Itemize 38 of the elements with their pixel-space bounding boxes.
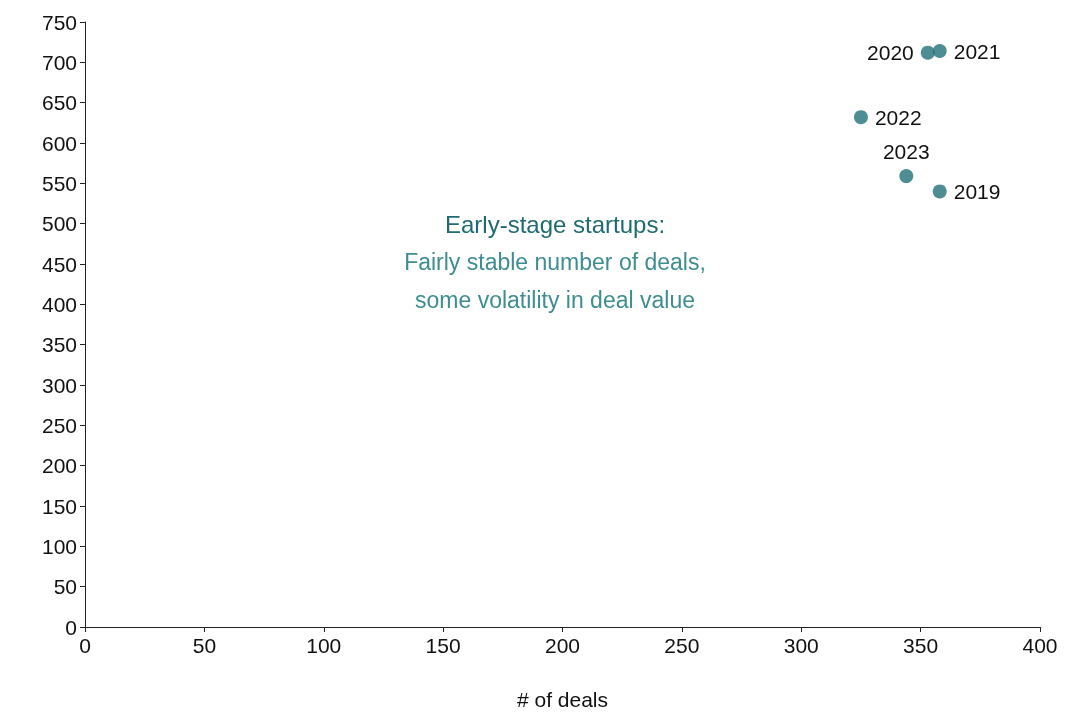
x-tick-label: 350 xyxy=(903,634,939,657)
x-tick-label: 0 xyxy=(79,634,91,657)
y-tick-label: 650 xyxy=(41,91,77,115)
y-tick-label: 0 xyxy=(65,615,77,639)
y-tick-label: 100 xyxy=(41,534,77,558)
y-tick-label: 700 xyxy=(41,50,77,74)
y-tick-label: 250 xyxy=(41,413,77,437)
annotation: 2019 xyxy=(953,179,1001,203)
annotation: 2020 xyxy=(867,41,914,65)
y-tick-label: 550 xyxy=(41,171,77,195)
x-tick-label: 200 xyxy=(544,634,581,657)
x-tick-label: 150 xyxy=(425,634,461,657)
point xyxy=(932,44,947,59)
y-tick-label: 300 xyxy=(41,373,77,397)
annotation: 2022 xyxy=(874,105,922,129)
y-tick-label: 500 xyxy=(41,212,77,236)
point xyxy=(932,184,947,199)
y-tick-label: 200 xyxy=(41,454,77,478)
x-tick-label: 50 xyxy=(192,634,217,657)
annotation: Early-stage startups: xyxy=(444,210,666,238)
annotation: Fairly stable number of deals, some volatility in deal value xyxy=(404,249,706,313)
point xyxy=(899,169,914,184)
y-tick-label: 600 xyxy=(41,131,77,155)
x-axis-title: # of deals xyxy=(516,688,609,711)
x-tick-label: 300 xyxy=(783,634,819,657)
annotation: 2021 xyxy=(953,39,1001,63)
y-tick-label: 50 xyxy=(53,575,77,599)
y-tick-label: 350 xyxy=(41,333,77,357)
point xyxy=(853,110,868,125)
y-tick-label: 450 xyxy=(41,252,77,276)
x-tick-label: 400 xyxy=(1022,634,1058,657)
annotation: 2023 xyxy=(882,140,930,164)
y-tick-label: 150 xyxy=(41,494,77,518)
x-tick-label: 250 xyxy=(664,634,700,657)
y-tick-label: 750 xyxy=(41,10,77,34)
y-tick-label: 400 xyxy=(41,292,77,316)
point xyxy=(920,45,935,60)
x-tick-label: 100 xyxy=(306,634,342,657)
